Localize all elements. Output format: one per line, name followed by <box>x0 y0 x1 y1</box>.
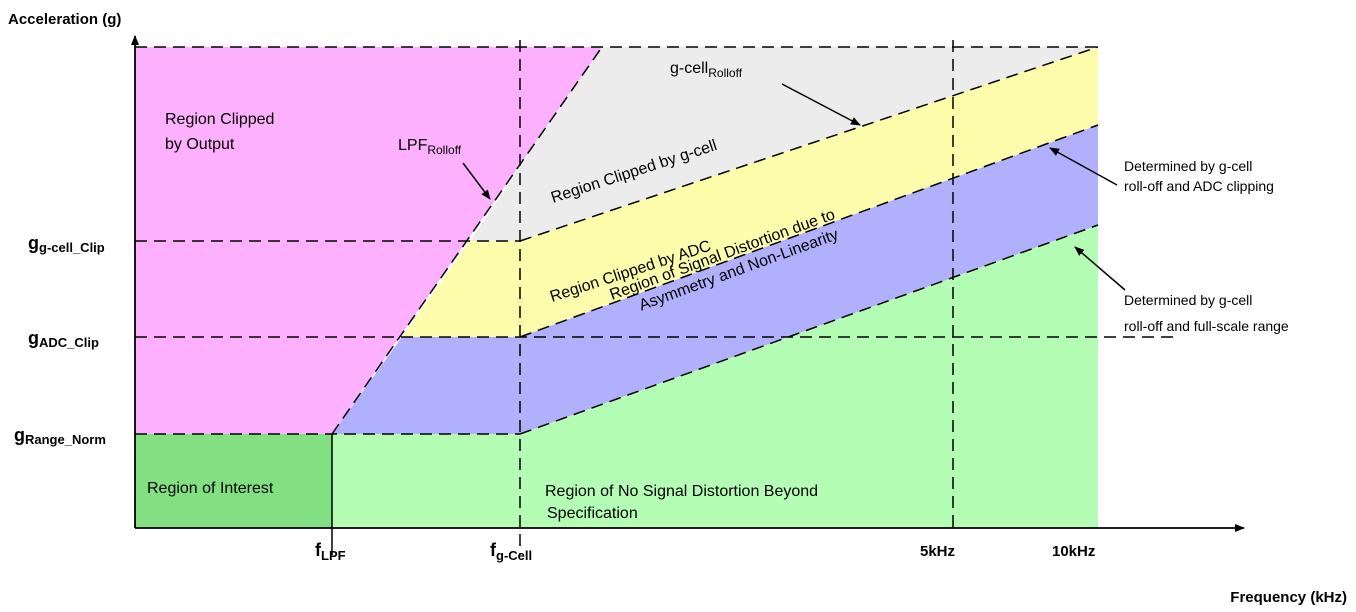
annotation-full-scale: Determined by g-cell roll-off and full-s… <box>1124 292 1289 334</box>
label-gcell-rolloff: g-cellRolloff <box>670 60 743 80</box>
adc-clipping-arrow <box>1049 147 1118 186</box>
y-label-range-norm: gRange_Norm <box>14 425 106 447</box>
region-of-interest <box>135 434 332 528</box>
x-label-fgcell: fg-Cell <box>490 540 532 563</box>
x-axis-title: Frequency (kHz) <box>1230 589 1347 606</box>
x-label-5khz: 5kHz <box>920 543 955 560</box>
region-no-distortion <box>332 225 1098 528</box>
label-lpf-rolloff: LPFRolloff <box>398 137 462 157</box>
lpf-rolloff-arrow <box>462 162 491 200</box>
label-clipped-by-output: Region Clipped by Output <box>165 111 279 153</box>
gcell-rolloff-arrow <box>781 83 861 126</box>
grid-lines <box>135 40 1180 555</box>
label-no-distortion: Region of No Signal Distortion Beyond Sp… <box>545 483 823 522</box>
x-label-flpf: fLPF <box>315 540 346 563</box>
region-clipped-by-gcell <box>470 47 1098 241</box>
fullscale-boundary-line <box>519 224 1099 435</box>
gcell-rolloff-line <box>519 46 1099 242</box>
annotation-adc-clipping: Determined by g-cell roll-off and ADC cl… <box>1124 158 1274 194</box>
full-scale-arrow <box>1074 246 1126 291</box>
region-signal-distortion <box>332 125 1098 434</box>
y-axis-title: Acceleration (g) <box>8 11 121 28</box>
region-clipped-by-adc <box>402 47 1098 337</box>
x-label-10khz: 10kHz <box>1052 543 1095 560</box>
y-label-gcell-clip: gg-cell_Clip <box>28 233 105 255</box>
label-region-of-interest: Region of Interest <box>147 480 274 497</box>
adc-boundary-line <box>519 124 1099 338</box>
lpf-rolloff-line <box>331 46 603 435</box>
y-label-adc-clip: gADC_Clip <box>28 328 99 350</box>
